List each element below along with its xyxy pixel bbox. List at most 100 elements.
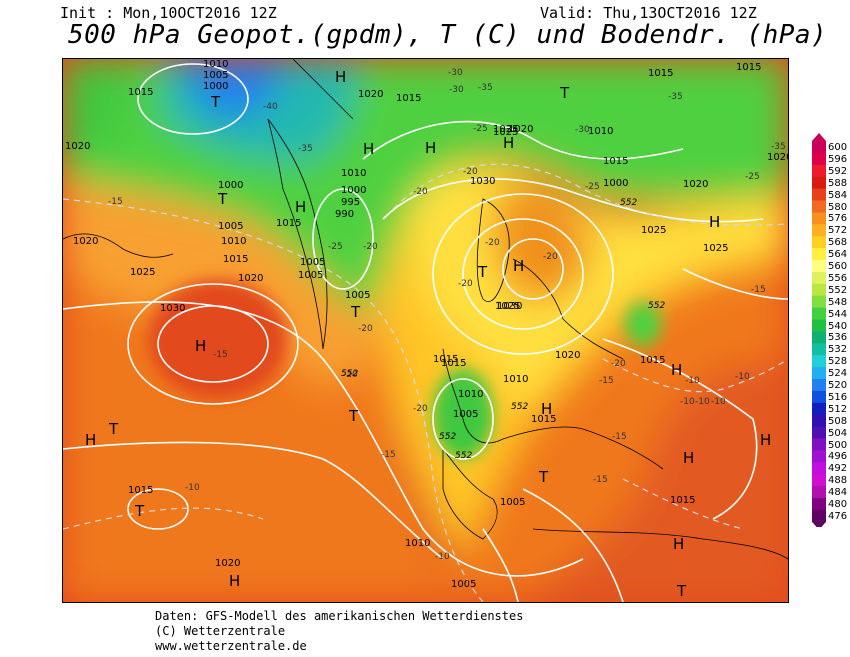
low-center: T — [108, 420, 119, 438]
pressure-label: 1000 — [203, 81, 228, 92]
pressure-label: 1005 — [451, 579, 476, 590]
temp-label: -10 — [695, 397, 710, 407]
temp-label: -20 — [611, 359, 626, 369]
temp-label: -30 — [448, 68, 463, 78]
legend-swatch — [812, 390, 826, 404]
high-center: H — [541, 400, 552, 418]
legend-tick: 532 — [828, 344, 848, 356]
legend-swatch — [812, 474, 826, 487]
temp-label: -20 — [543, 252, 558, 262]
geopot-label: 552 — [341, 369, 358, 379]
temp-label: -15 — [751, 285, 766, 295]
legend-tick: 480 — [828, 499, 848, 510]
temp-label: -15 — [612, 432, 627, 442]
legend-tick: 580 — [828, 201, 848, 213]
legend-top-arrow — [812, 133, 826, 141]
legend-swatch — [812, 212, 826, 225]
temp-label: -15 — [108, 197, 123, 207]
pressure-label: 1020 — [73, 236, 98, 247]
geopot-label: 552 — [455, 451, 472, 461]
pressure-label: 1010 — [458, 389, 483, 400]
pressure-label: 1015 — [276, 218, 301, 229]
temp-label: -20 — [413, 187, 428, 197]
high-center: H — [229, 572, 240, 590]
pressure-label: 1025 — [495, 301, 520, 312]
pressure-label: 995 — [341, 197, 360, 208]
init-time: Init : Mon,10OCT2016 12Z — [60, 4, 277, 22]
legend-swatch — [812, 509, 826, 523]
legend-tick: 584 — [828, 189, 848, 201]
legend-tick: 544 — [828, 308, 848, 320]
legend-bottom-arrow — [812, 521, 826, 527]
high-center: H — [195, 337, 206, 355]
pressure-label: 1015 — [433, 354, 458, 365]
legend-tick: 568 — [828, 237, 848, 249]
copyright: (C) Wetterzentrale — [155, 624, 286, 638]
map-canvas: 1005 1000 1015 1020 1010 1020 1015 1025 … — [63, 59, 788, 602]
legend-swatch — [812, 355, 826, 368]
legend-swatch — [812, 319, 826, 332]
low-center: T — [134, 502, 145, 520]
temp-label: -25 — [745, 172, 760, 182]
coastlines — [63, 59, 788, 560]
pressure-label: 1015 — [648, 68, 673, 79]
legend-swatch — [812, 379, 826, 392]
legend-tick: 500 — [828, 439, 848, 451]
temp-label: -15 — [381, 450, 396, 460]
legend-tick: 552 — [828, 284, 848, 296]
legend-tick: 572 — [828, 225, 848, 237]
temp-label: -20 — [358, 324, 373, 334]
pressure-label: 1030 — [497, 301, 522, 312]
weather-map: 1005 1000 1015 1020 1010 1020 1015 1025 … — [62, 58, 789, 603]
isobars — [63, 63, 788, 602]
valid-time: Valid: Thu,13OCT2016 12Z — [540, 4, 757, 22]
legend-swatch — [812, 164, 826, 178]
temp-label: -30 — [575, 125, 590, 135]
high-center: H — [673, 535, 684, 553]
legend-tick: 520 — [828, 380, 848, 391]
low-center: T — [538, 468, 549, 486]
legend-tick: 528 — [828, 356, 848, 368]
legend-swatch — [812, 260, 826, 273]
temp-label: -30 — [449, 85, 464, 95]
low-center: T — [348, 407, 359, 425]
legend-swatch — [812, 426, 826, 439]
pressure-label: 1005 — [453, 409, 478, 420]
high-center: H — [425, 139, 436, 157]
legend-tick: 512 — [828, 403, 848, 415]
pressure-label: 1005 — [203, 70, 228, 81]
pressure-label: 1000 — [603, 178, 628, 189]
legend-tick: 524 — [828, 368, 848, 380]
high-center: H — [363, 140, 374, 158]
legend-swatch — [812, 486, 826, 499]
legend-swatch — [812, 367, 826, 380]
legend-tick: 600 — [828, 142, 848, 153]
pressure-label: 990 — [335, 209, 354, 220]
legend-swatch — [812, 188, 826, 201]
temp-label: -10 — [680, 397, 695, 407]
temp-label: -20 — [485, 238, 500, 248]
pressure-label: 1010 — [588, 126, 613, 137]
legend-swatch — [812, 450, 826, 463]
legend-swatch — [812, 498, 826, 511]
legend-tick: 592 — [828, 165, 848, 177]
pressure-label: 1020 — [238, 273, 263, 284]
legend-tick: 492 — [828, 463, 848, 475]
legend-swatch — [812, 295, 826, 309]
geopot-label: 552 — [620, 198, 637, 208]
temp-label: -20 — [413, 404, 428, 414]
pressure-label: 1030 — [470, 176, 495, 187]
low-center: T — [477, 263, 488, 281]
pressure-label: 1020 — [508, 124, 533, 135]
legend-tick: 540 — [828, 320, 848, 332]
pressure-label: 1015 — [670, 495, 695, 506]
high-center: H — [295, 198, 306, 216]
pressure-label: 1015 — [441, 358, 466, 369]
pressure-label: 1005 — [298, 270, 323, 281]
temp-label: -20 — [343, 370, 358, 380]
pressure-label: 1005 — [345, 290, 370, 301]
legend-tick: 588 — [828, 177, 848, 189]
high-center: H — [683, 449, 694, 467]
pressure-label: 1025 — [493, 127, 518, 138]
legend-swatch — [812, 414, 826, 428]
